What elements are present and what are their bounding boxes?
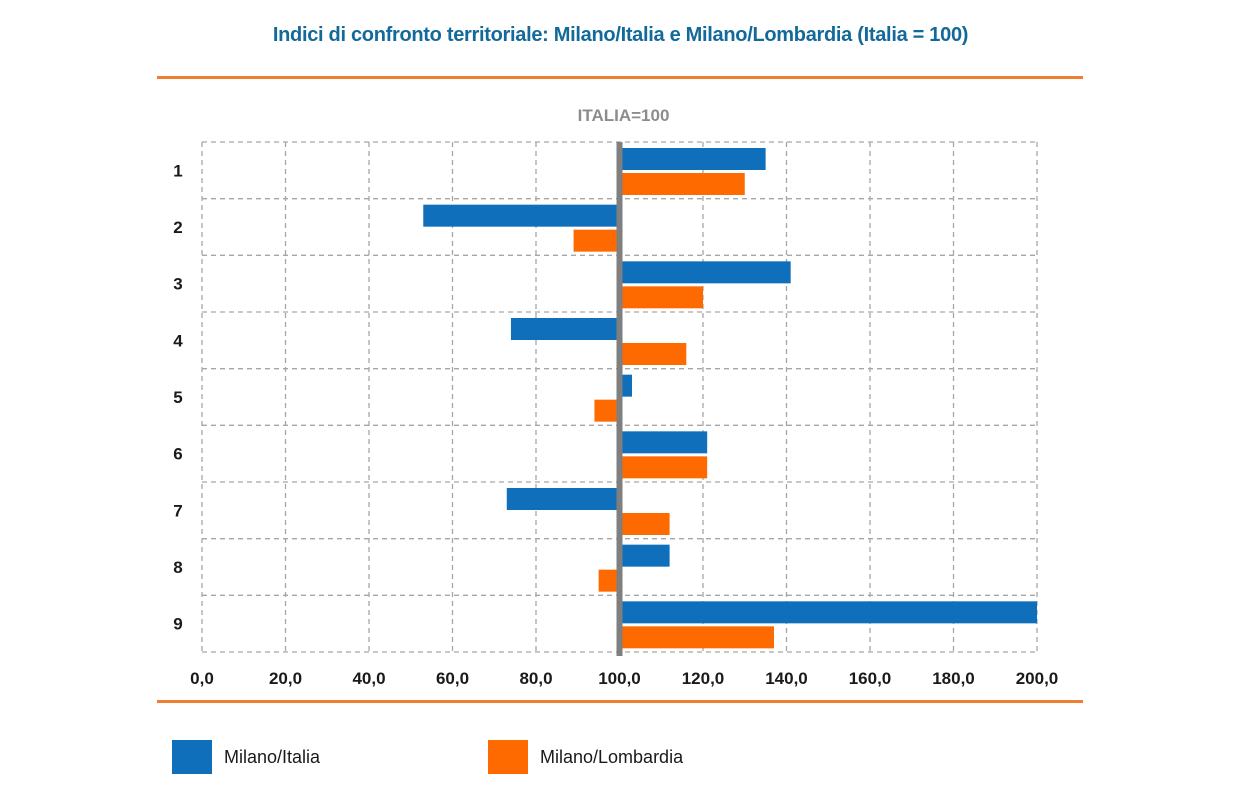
legend-label-milano-italia: Milano/Italia — [224, 746, 321, 767]
bar-milano-lombardia-7 — [619, 513, 670, 535]
x-tick-label: 60,0 — [436, 669, 469, 688]
category-label-4: 4 — [173, 331, 183, 350]
category-labels: 1 2 3 4 5 6 7 8 9 — [173, 161, 183, 633]
legend-label-milano-lombardia: Milano/Lombardia — [540, 746, 684, 767]
legend-swatch-milano-lombardia — [488, 740, 528, 774]
bar-milano-lombardia-1 — [619, 173, 745, 195]
legend-item-milano-italia: Milano/Italia — [172, 740, 320, 774]
bar-milano-lombardia-9 — [619, 626, 774, 649]
category-label-6: 6 — [173, 445, 182, 464]
x-tick-label: 20,0 — [269, 669, 302, 688]
bar-milano-lombardia-4 — [619, 343, 687, 365]
category-label-3: 3 — [173, 275, 182, 294]
bar-milano-italia-6 — [619, 431, 708, 454]
category-label-5: 5 — [173, 388, 182, 407]
x-tick-label: 120,0 — [682, 669, 725, 688]
reference-label: ITALIA=100 — [578, 106, 670, 125]
bar-milano-italia-8 — [619, 544, 670, 567]
x-tick-label: 80,0 — [519, 669, 552, 688]
bar-milano-italia-9 — [619, 601, 1037, 624]
bar-milano-italia-3 — [619, 261, 791, 284]
chart-title: Indici di confronto territoriale: Milano… — [272, 24, 969, 46]
x-tick-label: 180,0 — [932, 669, 975, 688]
x-tick-label: 140,0 — [765, 669, 808, 688]
bar-milano-lombardia-3 — [619, 286, 703, 309]
top-divider — [157, 76, 1083, 79]
category-label-1: 1 — [173, 161, 182, 180]
bar-milano-lombardia-6 — [619, 456, 708, 479]
bar-milano-italia-1 — [619, 148, 766, 170]
category-label-2: 2 — [173, 218, 182, 237]
x-tick-label: 100,0 — [598, 669, 641, 688]
category-label-8: 8 — [173, 558, 182, 577]
legend-item-milano-lombardia: Milano/Lombardia — [488, 740, 683, 774]
x-tick-label: 160,0 — [849, 669, 892, 688]
bar-chart: ITALIA=100 1 2 3 4 5 6 7 8 9 0,0 20,0 40,0 60,0 80,0… — [173, 106, 1058, 688]
category-label-9: 9 — [173, 615, 182, 634]
bar-milano-lombardia-5 — [594, 399, 620, 422]
legend-swatch-milano-italia — [172, 740, 212, 774]
bar-milano-italia-7 — [506, 488, 620, 510]
x-tick-label: 40,0 — [352, 669, 385, 688]
bar-milano-lombardia-2 — [573, 229, 620, 252]
x-tick-labels: 0,0 20,0 40,0 60,0 80,0 100,0 120,0 140,0 160,0 1… — [190, 669, 1058, 688]
bar-milano-italia-5 — [619, 374, 633, 397]
bar-milano-italia-4 — [510, 318, 620, 340]
bottom-divider — [157, 700, 1083, 703]
bars — [423, 148, 1037, 649]
x-tick-label: 0,0 — [190, 669, 214, 688]
category-label-7: 7 — [173, 501, 182, 520]
x-tick-label: 200,0 — [1016, 669, 1059, 688]
bar-milano-lombardia-8 — [598, 569, 620, 592]
bar-milano-italia-2 — [423, 204, 620, 227]
